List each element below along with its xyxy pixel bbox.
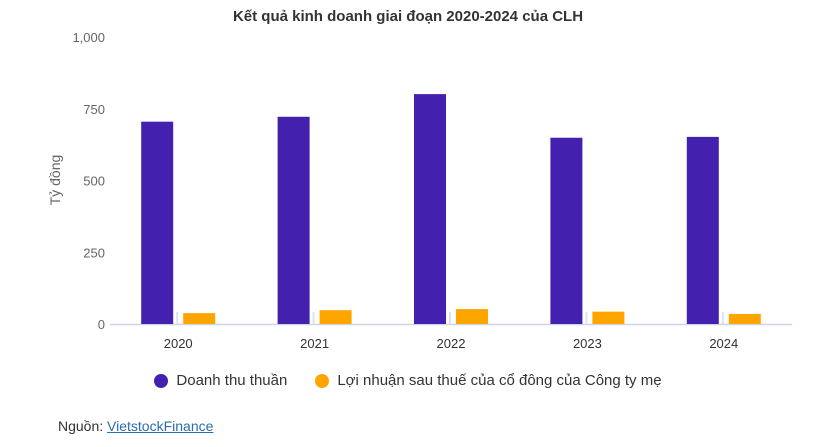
y-tick-label: 500	[83, 174, 105, 189]
x-tick-label: 2022	[437, 336, 466, 351]
x-tick-label: 2020	[164, 336, 193, 351]
bar-2021-revenue	[277, 116, 310, 324]
y-tick-label: 250	[83, 245, 105, 260]
y-axis-label: Tỷ đồng	[47, 155, 63, 206]
bar-gap-marker	[721, 312, 724, 324]
legend-marker	[315, 373, 330, 388]
bar-gap-marker	[312, 312, 315, 324]
source: Nguồn: VietstockFinance	[58, 418, 213, 434]
bar-gap-marker	[449, 312, 451, 324]
bar-2021-profit	[319, 310, 352, 324]
x-tick-label: 2024	[709, 336, 738, 351]
source-link[interactable]: VietstockFinance	[107, 418, 214, 434]
bar-2022-revenue	[414, 94, 446, 324]
y-tick-label: 0	[98, 317, 105, 332]
bar-2020-revenue	[141, 121, 174, 324]
x-tick-label: 2023	[573, 336, 602, 351]
bar-2024-profit	[728, 313, 761, 324]
y-tick-label: 750	[83, 102, 105, 117]
chart-title: Kết quả kinh doanh giai đoạn 2020-2024 c…	[232, 8, 584, 25]
bar-gap-marker	[176, 312, 179, 324]
legend-label: Doanh thu thuần	[176, 372, 288, 389]
bar-2023-revenue	[550, 137, 583, 324]
bar-gap-marker	[585, 312, 588, 324]
bar-2020-profit	[183, 313, 216, 324]
legend-item-profit[interactable]: Lợi nhuận sau thuế của cổ đông của Công …	[315, 372, 662, 389]
legend-label: Lợi nhuận sau thuế của cổ đông của Công …	[337, 372, 662, 389]
legend-item-revenue[interactable]: Doanh thu thuần	[154, 372, 287, 389]
x-tick-label: 2021	[300, 336, 329, 351]
bar-2023-profit	[592, 311, 625, 324]
legend: Doanh thu thuần Lợi nhuận sau thuế của c…	[0, 372, 816, 389]
bar-2022-profit	[456, 309, 488, 324]
legend-marker	[154, 373, 169, 388]
source-label: Nguồn:	[58, 418, 108, 434]
y-tick-label: 1,000	[72, 30, 105, 45]
bar-2024-revenue	[686, 136, 719, 324]
